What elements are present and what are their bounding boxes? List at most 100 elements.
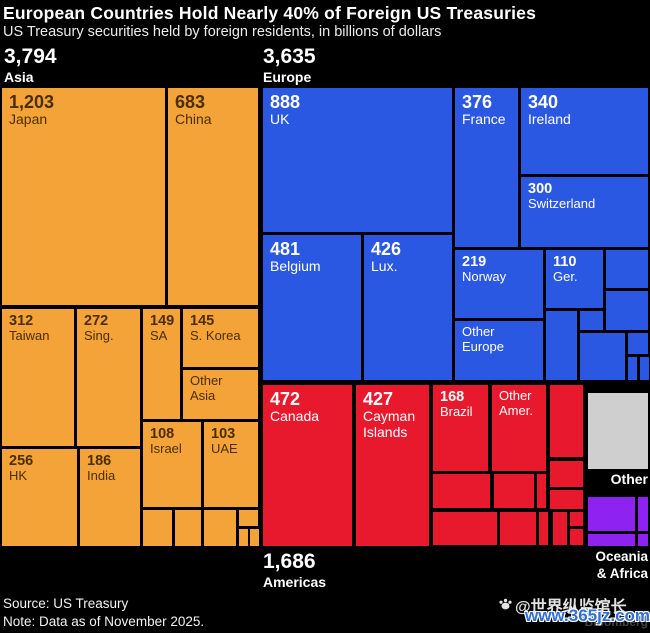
- treemap-box-americas-sub-11: [570, 512, 583, 526]
- treemap-box-value: 426: [371, 239, 402, 259]
- paw-icon: [499, 598, 512, 610]
- treemap-box-other-asia: Other Asia: [183, 370, 258, 419]
- treemap-box-label: Belgium: [270, 258, 321, 275]
- treemap-box-value: 272: [84, 313, 109, 329]
- treemap-box-americas-sub-7: [433, 512, 497, 545]
- watermark: Bloomberg @世界纵监馆长 www.365jz.com: [498, 590, 650, 633]
- treemap-box-cayman-islands: 427 Cayman Islands: [356, 385, 429, 546]
- treemap-box-belgium: 481 Belgium: [263, 235, 361, 380]
- treemap-box-label: SA: [150, 328, 168, 344]
- treemap-box-americas-sub-10: [553, 512, 567, 545]
- europe-total-name: Europe: [263, 69, 312, 86]
- treemap-box-americas-sub-1: [550, 385, 583, 457]
- treemap-box-other-europe: Other Europe: [455, 321, 543, 380]
- treemap-box-label: Other Amer.: [499, 388, 533, 418]
- treemap-box-value: 256: [9, 453, 34, 469]
- treemap-box-norway: 219 Norway: [455, 250, 543, 318]
- treemap-box-label: Lux.: [371, 258, 398, 275]
- treemap-box-europe-sub-1: [606, 250, 648, 288]
- treemap-box-americas-sub-6: [550, 490, 583, 509]
- asia-total-name: Asia: [4, 69, 34, 86]
- treemap-box-label: Brazil: [440, 404, 473, 420]
- treemap-box-oceania-sub-1: [588, 497, 635, 531]
- treemap-box-label: Norway: [462, 269, 507, 285]
- treemap-box-label: Japan: [9, 111, 48, 128]
- treemap-box-europe-sub-4: [580, 311, 603, 330]
- chart-subtitle: US Treasury securities held by foreign r…: [3, 24, 442, 40]
- treemap-box-value: 168: [440, 389, 465, 405]
- treemap-box-label: Other Europe: [462, 324, 504, 354]
- treemap-box-label: Other Asia: [190, 373, 223, 403]
- treemap-box-france: 376 France: [455, 88, 518, 247]
- treemap-box-asia-sub-6: [250, 529, 259, 546]
- treemap-box-asia-sub-5: [239, 529, 248, 546]
- watermark-url: www.365jz.com: [525, 606, 650, 625]
- treemap-box-other-americas: Other Amer.: [492, 385, 546, 471]
- treemap-box-oceania-sub-3: [588, 534, 635, 546]
- treemap-box-ireland: 340 Ireland: [521, 88, 648, 174]
- treemap-box-canada: 472 Canada: [263, 385, 352, 546]
- treemap-box-value: 145: [190, 313, 215, 329]
- treemap-box-value: 110: [553, 254, 577, 270]
- treemap-box-value: 108: [150, 426, 175, 442]
- treemap-box-value: 472: [270, 389, 301, 409]
- treemap-box-americas-sub-12: [570, 529, 583, 545]
- treemap-box-value: 1,203: [9, 92, 55, 112]
- treemap-box-taiwan: 312 Taiwan: [2, 309, 74, 446]
- treemap-box-label: UK: [270, 111, 290, 128]
- treemap-box-label: Switzerland: [528, 196, 596, 212]
- treemap-box-value: 186: [87, 453, 112, 469]
- treemap-box-europe-sub-2: [606, 291, 648, 330]
- oceania-africa-section-label: Oceania & Africa: [595, 549, 648, 581]
- treemap-box-label: Sing.: [84, 328, 114, 344]
- treemap-box-label: Ireland: [528, 111, 571, 128]
- treemap-box-europe-sub-8: [640, 357, 649, 380]
- treemap-box-asia-sub-3: [204, 510, 236, 546]
- asia-section-total: 3,794 Asia: [4, 45, 57, 86]
- treemap-box-europe-sub-3: [546, 311, 577, 380]
- treemap-box-south-korea: 145 S. Korea: [183, 309, 258, 367]
- europe-total-value: 3,635: [263, 45, 316, 68]
- treemap-box-brazil: 168 Brazil: [433, 385, 488, 471]
- treemap-box-label: Israel: [150, 441, 182, 457]
- treemap-box-india: 186 India: [80, 449, 140, 546]
- treemap-box-hong-kong: 256 HK: [2, 449, 77, 546]
- treemap-box-value: 312: [9, 313, 34, 329]
- treemap-box-label: India: [87, 468, 116, 484]
- treemap-box-label: China: [175, 111, 212, 128]
- asia-total-value: 3,794: [4, 45, 57, 68]
- treemap-box-value: 683: [175, 92, 206, 112]
- europe-section-total: 3,635 Europe: [263, 45, 316, 86]
- treemap-box-value: 103: [211, 426, 236, 442]
- treemap-box-oceania-sub-4: [638, 534, 648, 546]
- treemap-box-label: Canada: [270, 408, 320, 425]
- treemap-box-other-box: [588, 393, 648, 469]
- americas-section-total: 1,686 Americas: [263, 550, 326, 590]
- treemap-box-israel: 108 Israel: [143, 422, 201, 507]
- treemap-box-label: France: [462, 111, 506, 128]
- treemap-box-uae: 103 UAE: [204, 422, 258, 507]
- source-note: Source: US Treasury: [3, 596, 129, 611]
- treemap-box-value: 481: [270, 239, 301, 259]
- treemap-box-americas-sub-3: [494, 474, 534, 508]
- treemap-box-asia-sub-2: [175, 510, 201, 546]
- treemap-box-oceania-sub-2: [638, 497, 648, 531]
- treemap-box-uk: 888 UK: [263, 88, 452, 232]
- treemap-box-saudi-arabia: 149 SA: [143, 309, 180, 419]
- treemap-box-japan: 1,203 Japan: [2, 88, 165, 305]
- treemap-box-europe-sub-6: [628, 333, 648, 354]
- chart-title: European Countries Hold Nearly 40% of Fo…: [3, 3, 537, 23]
- treemap-box-singapore: 272 Sing.: [77, 309, 140, 446]
- treemap-box-americas-sub-9: [539, 512, 548, 545]
- treemap-box-value: 888: [270, 92, 301, 112]
- other-section-label: Other: [610, 471, 648, 487]
- treemap-box-europe-sub-7: [628, 357, 637, 380]
- treemap-box-americas-sub-5: [550, 461, 583, 487]
- treemap-box-americas-sub-2: [433, 474, 490, 508]
- treemap-box-label: Ger.: [553, 269, 578, 285]
- treemap-box-americas-sub-8: [500, 512, 536, 545]
- treemap-box-asia-sub-4: [239, 510, 258, 526]
- treemap-box-asia-sub-1: [143, 510, 172, 546]
